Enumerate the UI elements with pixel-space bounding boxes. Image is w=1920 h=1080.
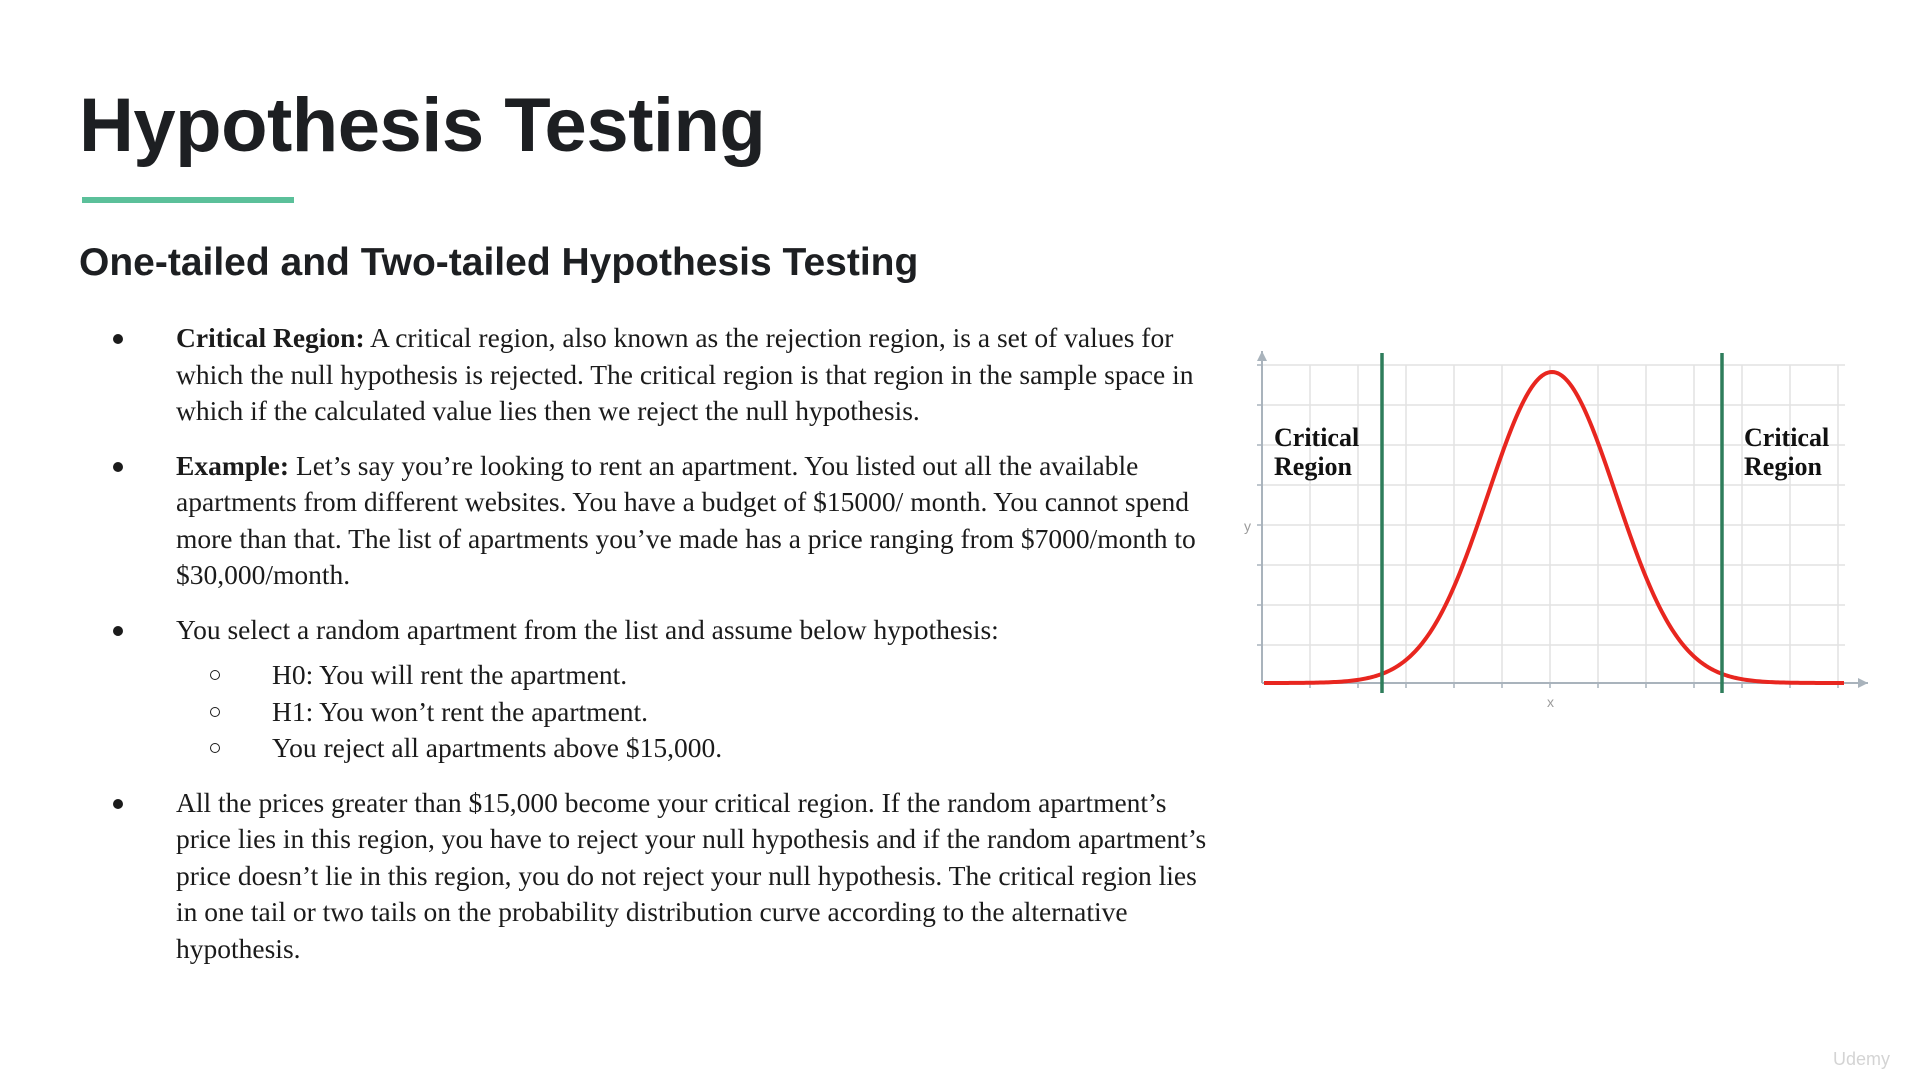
x-axis-arrow bbox=[1858, 678, 1868, 688]
bullet-critical-region-text: Critical Region: A critical region, also… bbox=[176, 320, 1208, 430]
bullet-example-text: Example: Let’s say you’re looking to ren… bbox=[176, 448, 1208, 594]
y-axis-letter: y bbox=[1244, 518, 1251, 534]
figure-axes bbox=[1257, 351, 1868, 688]
slide-title: Hypothesis Testing bbox=[79, 83, 766, 168]
title-underline bbox=[82, 197, 294, 203]
sub-item-h1-text: H1: You won’t rent the apartment. bbox=[272, 695, 649, 727]
critical-region-figure: y x Critical Region Critical Region bbox=[1230, 335, 1880, 715]
bullet-marker bbox=[113, 334, 123, 344]
sub-item-reject-rule-text: You reject all apartments above $15,000. bbox=[272, 732, 723, 763]
hypothesis-sublist: H0: You will rent the apartment. H1: You… bbox=[108, 657, 1208, 767]
bullet-list: Critical Region: A critical region, also… bbox=[108, 320, 1208, 985]
select-text: You select a random apartment from the l… bbox=[176, 613, 999, 645]
right-label-line1: Critical bbox=[1744, 423, 1830, 452]
figure-grid bbox=[1261, 364, 1845, 683]
hollow-bullet-marker bbox=[210, 743, 220, 753]
bullet-marker bbox=[113, 798, 123, 809]
left-label-line1: Critical bbox=[1274, 423, 1360, 452]
x-axis-letter: x bbox=[1547, 694, 1554, 710]
sub-item-h0: H0: You will rent the apartment. bbox=[108, 657, 1208, 694]
bell-curve bbox=[1264, 369, 1844, 685]
conclusion-text: All the prices greater than $15,000 beco… bbox=[176, 786, 1207, 964]
example-term: Example: bbox=[176, 449, 290, 481]
udemy-watermark: Udemy bbox=[1832, 1049, 1890, 1069]
bullet-marker bbox=[113, 625, 123, 636]
slide-subtitle: One-tailed and Two-tailed Hypothesis Tes… bbox=[79, 241, 919, 284]
left-critical-region-label: Critical Region bbox=[1274, 423, 1359, 481]
hollow-bullet-marker bbox=[210, 706, 220, 717]
bullet-example: Example: Let’s say you’re looking to ren… bbox=[108, 448, 1208, 594]
hollow-bullet-marker bbox=[210, 670, 220, 680]
right-label-line2: Region bbox=[1744, 452, 1822, 481]
bullet-critical-region: Critical Region: A critical region, also… bbox=[108, 320, 1208, 430]
normal-curve-diagram: y x bbox=[1244, 351, 1868, 710]
sub-item-reject-rule: You reject all apartments above $15,000. bbox=[108, 730, 1208, 767]
critical-region-term: Critical Region: bbox=[176, 322, 365, 353]
right-critical-region-label: Critical Region bbox=[1744, 423, 1829, 481]
left-label-line2: Region bbox=[1274, 452, 1352, 481]
example-description: Let’s say you’re looking to rent an apar… bbox=[176, 449, 1196, 591]
y-axis-arrow bbox=[1257, 351, 1267, 361]
bullet-marker bbox=[113, 461, 123, 472]
sub-item-h0-text: H0: You will rent the apartment. bbox=[272, 659, 628, 690]
bullet-conclusion: All the prices greater than $15,000 beco… bbox=[108, 785, 1208, 968]
sub-item-h1: H1: You won’t rent the apartment. bbox=[108, 694, 1208, 731]
critical-region-definition: A critical region, also known as the rej… bbox=[176, 322, 1194, 426]
bullet-select: You select a random apartment from the l… bbox=[108, 612, 1208, 649]
